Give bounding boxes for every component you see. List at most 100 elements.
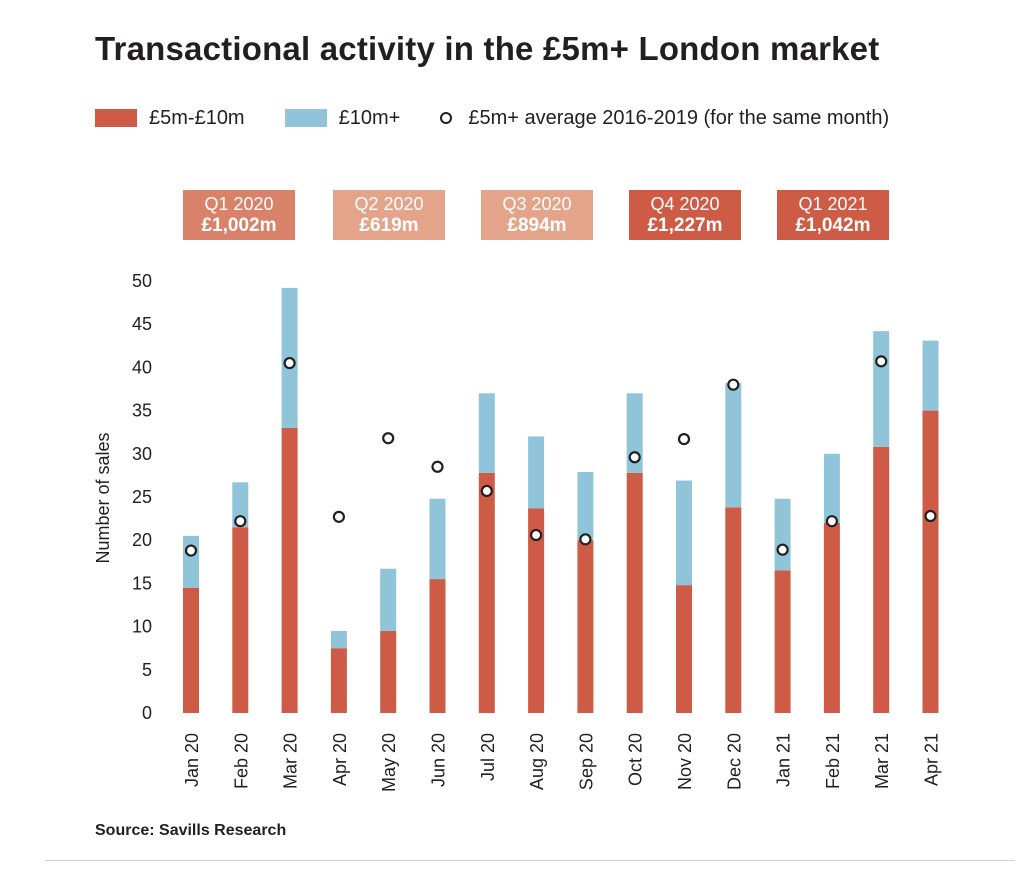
quarter-box-q2-2020: Q2 2020 £619m — [333, 190, 445, 240]
x-axis-ticks: Jan 20 Feb 20 Mar 20 Apr 20 May 20 Jun 20 Jul … — [182, 733, 942, 792]
quarter-label: Q4 2020 — [650, 194, 720, 214]
legend-swatch-5m-10m — [95, 109, 137, 127]
y-tick-label: 45 — [132, 314, 152, 334]
average-marker — [579, 533, 592, 546]
x-tick-label: Apr 20 — [330, 733, 350, 786]
bar-10m-plus — [922, 340, 939, 411]
bar-5m-10m — [823, 522, 840, 713]
bar-5m-10m — [478, 472, 495, 713]
bars — [183, 287, 939, 713]
x-tick-label: Nov 20 — [675, 733, 695, 790]
bar-5m-10m — [281, 427, 298, 713]
bar-5m-10m — [922, 410, 939, 713]
y-tick-label: 40 — [132, 357, 152, 377]
x-tick-label: Feb 21 — [823, 733, 843, 789]
x-tick-label: May 20 — [379, 733, 399, 792]
average-marker — [825, 515, 839, 528]
legend-item-average: £5m+ average 2016-2019 (for the same mon… — [440, 107, 889, 130]
quarter-value: £894m — [507, 215, 567, 236]
bar-5m-10m — [330, 648, 347, 713]
average-marker — [332, 510, 345, 523]
quarter-label: Q3 2020 — [502, 194, 572, 214]
average-marker — [382, 432, 395, 445]
bar-5m-10m — [626, 472, 643, 713]
quarter-value: £1,227m — [647, 215, 723, 236]
bar-10m-plus — [380, 568, 397, 631]
bar-5m-10m — [183, 587, 199, 713]
legend-label-average: £5m+ average 2016-2019 (for the same mon… — [468, 106, 890, 129]
bar-10m-plus — [774, 498, 791, 571]
y-tick-label: 5 — [142, 660, 152, 680]
bar-5m-10m — [774, 570, 791, 713]
chart-title: Transactional activity in the £5m+ Londo… — [95, 30, 880, 67]
quarter-box-q1-2020: Q1 2020 £1,002m — [183, 190, 295, 240]
bar-5m-10m — [232, 527, 249, 713]
average-marker — [677, 433, 691, 446]
y-tick-label: 0 — [142, 703, 152, 723]
bar-5m-10m — [577, 540, 594, 713]
quarter-value: £619m — [359, 215, 419, 236]
quarter-label: Q2 2020 — [354, 194, 424, 214]
y-tick-label: 30 — [132, 444, 152, 464]
bar-10m-plus — [330, 630, 347, 649]
quarter-value: £1,002m — [201, 215, 277, 236]
y-tick-label: 50 — [132, 271, 152, 291]
average-marker — [529, 528, 543, 542]
x-tick-label: Feb 20 — [231, 733, 251, 789]
bar-10m-plus — [676, 480, 692, 586]
bar-5m-10m — [676, 585, 692, 713]
average-marker — [727, 378, 740, 391]
y-tick-label: 10 — [132, 617, 152, 637]
quarter-label: Q1 2021 — [798, 194, 868, 214]
x-tick-label: Mar 20 — [281, 733, 301, 789]
quarter-box-q3-2020: Q3 2020 £894m — [481, 190, 593, 240]
quarter-box-q1-2021: Q1 2021 £1,042m — [777, 190, 889, 240]
x-tick-label: Jun 20 — [429, 733, 449, 787]
legend-label-5m-10m: £5m-£10m — [149, 106, 245, 129]
x-tick-label: Aug 20 — [527, 733, 547, 790]
bar-10m-plus — [429, 498, 446, 580]
bar-10m-plus — [873, 331, 890, 447]
average-marker — [875, 355, 888, 368]
average-markers — [184, 355, 937, 557]
average-marker — [480, 484, 493, 498]
x-tick-label: Jul 20 — [478, 733, 498, 781]
legend-swatch-10m-plus — [284, 109, 327, 127]
legend-item-10m-plus: £10m+ — [284, 106, 401, 130]
x-tick-label: Jan 20 — [182, 733, 202, 787]
y-tick-label: 25 — [132, 487, 152, 507]
legend: £5m-£10m £10m+ £5m+ average 2016-2019 (f… — [95, 105, 929, 131]
y-axis-label: Number of sales — [93, 432, 113, 563]
quarter-label: Q1 2020 — [204, 194, 274, 214]
bar-10m-plus — [823, 453, 840, 523]
average-marker — [628, 451, 641, 464]
average-marker — [184, 544, 198, 557]
x-tick-label: Apr 21 — [922, 733, 942, 786]
y-axis-ticks: 0 5 10 15 20 25 30 35 40 45 50 — [132, 271, 152, 723]
y-tick-label: 15 — [132, 573, 152, 593]
y-tick-label: 20 — [132, 530, 152, 550]
bar-10m-plus — [577, 471, 594, 541]
bar-10m-plus — [478, 393, 495, 473]
average-marker — [283, 356, 296, 370]
bar-10m-plus — [232, 482, 249, 528]
bar-5m-10m — [380, 630, 397, 713]
x-tick-label: Dec 20 — [724, 733, 744, 790]
bar-10m-plus — [528, 436, 545, 509]
x-tick-label: Sep 20 — [576, 733, 596, 790]
x-tick-label: Oct 20 — [626, 733, 646, 786]
bar-5m-10m — [725, 507, 742, 713]
legend-item-5m-10m: £5m-£10m — [95, 107, 245, 130]
bottom-divider — [45, 860, 1015, 861]
legend-label-10m-plus: £10m+ — [338, 106, 401, 129]
x-tick-label: Mar 21 — [872, 733, 892, 789]
bar-5m-10m — [873, 446, 890, 713]
legend-marker-average — [440, 112, 453, 124]
bar-5m-10m — [528, 508, 545, 713]
average-marker — [431, 460, 444, 473]
source-note: Source: Savills Research — [95, 822, 287, 839]
x-tick-label: Jan 21 — [774, 733, 794, 787]
average-marker — [234, 515, 247, 528]
bar-10m-plus — [725, 382, 742, 508]
